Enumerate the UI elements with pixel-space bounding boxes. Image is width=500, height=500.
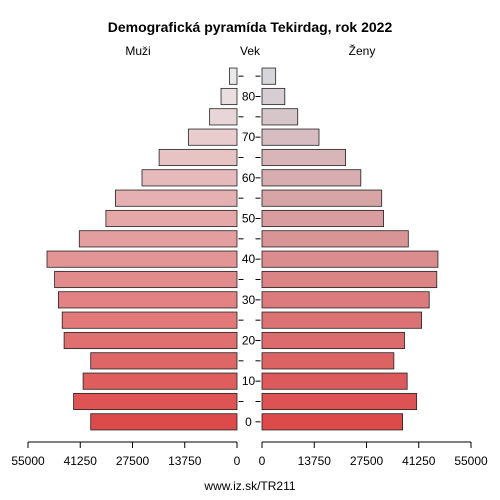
age-tick-label: 0 bbox=[245, 415, 252, 429]
women-bar-45-49 bbox=[261, 230, 409, 248]
men-bar-0-4 bbox=[90, 413, 238, 431]
women-bars bbox=[261, 67, 439, 431]
men-axis-tick-label: 41250 bbox=[64, 454, 98, 468]
men-bar-5-9 bbox=[73, 392, 238, 411]
men-bars bbox=[46, 67, 238, 431]
men-bar-30-34 bbox=[58, 291, 238, 309]
women-axis-tick-label: 0 bbox=[259, 454, 266, 468]
women-bar-35-39 bbox=[261, 270, 438, 289]
women-bar-50-54 bbox=[261, 209, 384, 228]
men-axis-tick-label: 0 bbox=[234, 454, 241, 468]
age-label: Vek bbox=[240, 44, 261, 58]
men-axis-tick-label: 27500 bbox=[116, 454, 150, 468]
women-bar-30-34 bbox=[261, 291, 430, 309]
women-x-axis: 0 13750 27500 41250 55000 bbox=[259, 441, 488, 468]
women-bar-55-59 bbox=[261, 189, 383, 207]
women-axis-tick-label: 13750 bbox=[298, 454, 332, 468]
women-bar-5-9 bbox=[261, 392, 418, 411]
men-bar-80-84 bbox=[220, 87, 238, 106]
women-bar-75-79 bbox=[261, 108, 299, 126]
men-bar-55-59 bbox=[115, 189, 238, 207]
women-axis-tick-label: 27500 bbox=[350, 454, 384, 468]
men-bar-25-29 bbox=[61, 311, 238, 329]
women-bar-0-4 bbox=[261, 413, 404, 431]
men-bar-60-64 bbox=[141, 169, 238, 187]
men-label: Muži bbox=[125, 44, 150, 58]
women-bar-60-64 bbox=[261, 169, 362, 187]
women-bar-65-69 bbox=[261, 148, 346, 167]
men-bar-85+ bbox=[228, 67, 238, 85]
women-bar-20-24 bbox=[261, 331, 405, 350]
age-tick-label: 30 bbox=[242, 293, 256, 307]
age-tick-label: 10 bbox=[242, 374, 256, 388]
age-axis: 0 10 20 30 40 50 60 70 80 bbox=[238, 75, 261, 429]
age-tick-label: 40 bbox=[242, 252, 256, 266]
women-label: Ženy bbox=[349, 43, 376, 58]
age-tick-label: 50 bbox=[242, 212, 256, 226]
women-bar-80-84 bbox=[261, 87, 286, 106]
chart-title: Demografická pyramída Tekirdag, rok 2022 bbox=[108, 19, 393, 35]
men-bar-20-24 bbox=[63, 331, 238, 350]
women-bar-25-29 bbox=[261, 311, 423, 329]
women-bar-40-44 bbox=[261, 250, 439, 268]
women-bar-15-19 bbox=[261, 352, 395, 370]
women-axis-tick-label: 55000 bbox=[454, 454, 488, 468]
women-bar-70-74 bbox=[261, 128, 320, 146]
men-bar-65-69 bbox=[158, 148, 238, 167]
men-x-axis: 55000 41250 27500 13750 0 bbox=[11, 441, 241, 468]
men-bar-35-39 bbox=[54, 270, 238, 289]
women-bar-10-14 bbox=[261, 372, 408, 390]
age-tick-label: 70 bbox=[242, 130, 256, 144]
men-bar-75-79 bbox=[209, 108, 238, 126]
men-bar-10-14 bbox=[82, 372, 238, 390]
men-bar-40-44 bbox=[46, 250, 238, 268]
men-bar-70-74 bbox=[187, 128, 238, 146]
men-bar-15-19 bbox=[90, 352, 238, 370]
men-axis-tick-label: 13750 bbox=[168, 454, 202, 468]
age-tick-label: 60 bbox=[242, 171, 256, 185]
age-tick-label: 80 bbox=[242, 90, 256, 104]
age-tick-label: 20 bbox=[242, 334, 256, 348]
source-footer: www.iz.sk/TR211 bbox=[203, 479, 295, 493]
women-bar-85+ bbox=[261, 67, 277, 85]
women-axis-tick-label: 41250 bbox=[402, 454, 436, 468]
men-axis-tick-label: 55000 bbox=[11, 454, 45, 468]
men-bar-45-49 bbox=[78, 230, 238, 248]
men-bar-50-54 bbox=[105, 209, 238, 228]
